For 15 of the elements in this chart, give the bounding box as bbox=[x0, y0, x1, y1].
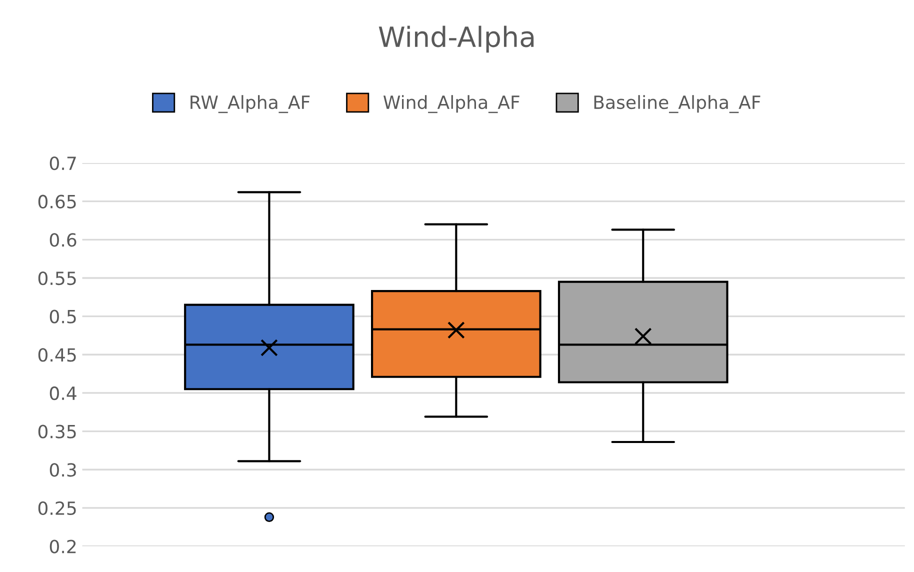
y-tick-label: 0.6 bbox=[50, 233, 76, 247]
y-tick-label: 0.25 bbox=[38, 501, 76, 516]
y-tick-label: 0.65 bbox=[38, 194, 76, 208]
y-tick-label: 0.55 bbox=[38, 271, 76, 286]
y-tick-label: 0.2 bbox=[50, 540, 76, 554]
legend-label: Wind_Alpha_AF bbox=[383, 95, 520, 114]
y-tick-label: 0.3 bbox=[50, 463, 76, 477]
y-tick-label: 0.7 bbox=[50, 156, 76, 170]
chart-title: Wind-Alpha bbox=[378, 26, 534, 53]
legend-label: RW_Alpha_AF bbox=[190, 95, 310, 114]
y-tick-label: 0.35 bbox=[38, 424, 76, 438]
y-tick-label: 0.4 bbox=[50, 386, 76, 400]
legend-label: Baseline_Alpha_AF bbox=[594, 95, 760, 114]
y-tick-label: 0.45 bbox=[38, 348, 76, 362]
y-tick-label: 0.5 bbox=[50, 310, 76, 324]
